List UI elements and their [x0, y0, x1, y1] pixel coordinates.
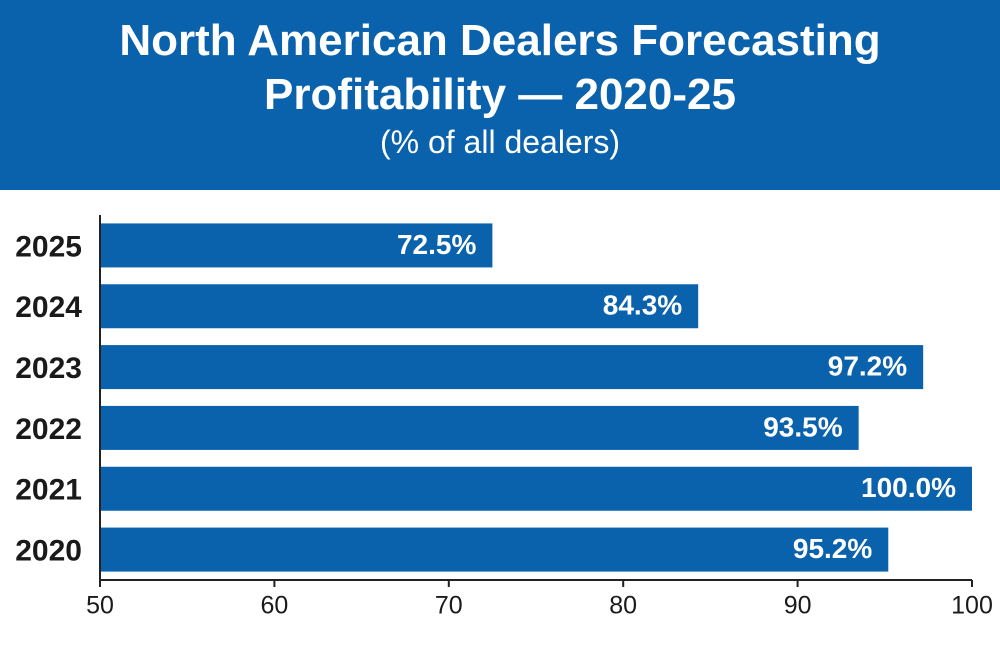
bar — [100, 345, 924, 390]
bar — [100, 223, 493, 268]
chart-subtitle: (% of all dealers) — [379, 124, 621, 160]
x-tick-label: 60 — [260, 592, 288, 620]
bar — [100, 466, 972, 511]
x-tick-label: 50 — [86, 592, 114, 620]
bar — [100, 405, 859, 450]
y-tick-label: 2024 — [15, 291, 82, 324]
value-label: 95.2% — [793, 533, 872, 564]
x-tick-label: 90 — [784, 592, 812, 620]
x-tick-label: 70 — [435, 592, 463, 620]
value-label: 72.5% — [397, 229, 476, 260]
y-tick-label: 2020 — [15, 535, 82, 568]
bar — [100, 284, 699, 329]
y-tick-label: 2022 — [15, 413, 82, 446]
x-tick-label: 100 — [951, 592, 993, 620]
value-label: 97.2% — [828, 350, 907, 381]
x-tick-label: 80 — [609, 592, 637, 620]
bar — [100, 527, 889, 572]
chart-title: North American Dealers Forecasting Profi… — [119, 16, 881, 119]
y-tick-label: 2023 — [15, 352, 82, 385]
value-label: 93.5% — [763, 411, 842, 442]
y-tick-label: 2025 — [15, 230, 82, 263]
y-tick-label: 2021 — [15, 474, 82, 507]
value-label: 84.3% — [603, 290, 682, 321]
title-banner: North American Dealers Forecasting Profi… — [0, 0, 1000, 190]
value-label: 100.0% — [861, 472, 956, 503]
